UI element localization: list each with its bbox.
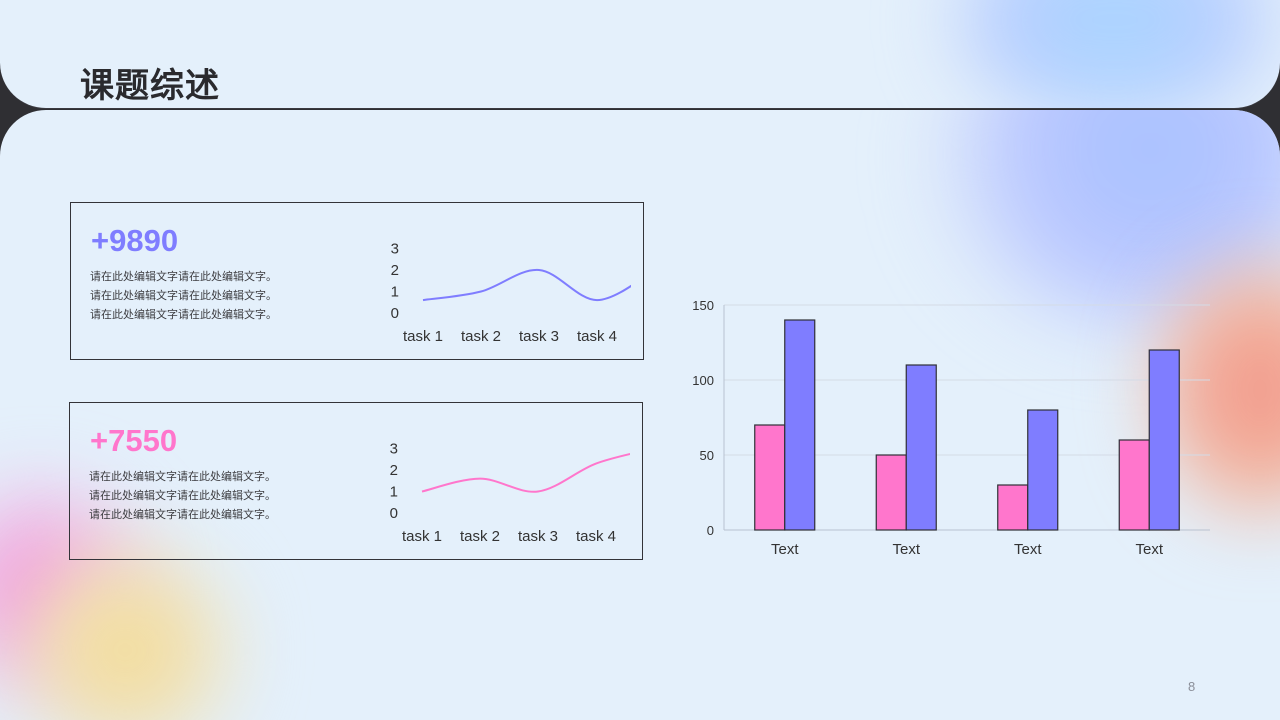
decorative-blob: [950, 0, 1280, 108]
y-tick-label: 0: [707, 523, 714, 538]
y-tick-label: 2: [391, 262, 399, 279]
description-line: 请在此处编辑文字请在此处编辑文字。: [90, 308, 277, 321]
x-tick-label: Text: [1135, 541, 1163, 558]
x-tick-label: task 1: [402, 528, 442, 545]
x-tick-label: task 4: [576, 528, 616, 545]
x-tick-label: task 3: [519, 328, 559, 345]
page-title: 课题综述: [80, 66, 220, 106]
x-tick-label: task 4: [577, 328, 617, 345]
x-tick-label: Text: [892, 541, 920, 558]
y-tick-label: 1: [391, 284, 399, 301]
content-panel: +9890 请在此处编辑文字请在此处编辑文字。 请在此处编辑文字请在此处编辑文字…: [0, 110, 1280, 720]
y-tick-label: 2: [390, 462, 398, 479]
y-tick-label: 0: [391, 305, 399, 322]
y-tick-label: 1: [390, 484, 398, 501]
description-line: 请在此处编辑文字请在此处编辑文字。: [89, 470, 276, 483]
x-tick-label: task 2: [460, 528, 500, 545]
x-tick-label: task 1: [403, 328, 443, 345]
description-line: 请在此处编辑文字请在此处编辑文字。: [90, 289, 277, 302]
bar: [997, 484, 1029, 531]
y-tick-label: 100: [692, 373, 714, 388]
bar: [784, 319, 816, 531]
y-tick-label: 0: [390, 505, 398, 522]
bar: [1027, 409, 1059, 531]
bar: [905, 364, 937, 531]
series-line: [421, 452, 630, 493]
x-tick-label: task 3: [518, 528, 558, 545]
stat-card-2: +7550 请在此处编辑文字请在此处编辑文字。 请在此处编辑文字请在此处编辑文字…: [69, 402, 643, 560]
description-line: 请在此处编辑文字请在此处编辑文字。: [89, 508, 276, 521]
x-tick-label: Text: [771, 541, 799, 558]
stat-description: 请在此处编辑文字请在此处编辑文字。 请在此处编辑文字请在此处编辑文字。 请在此处…: [89, 467, 299, 524]
series-line: [422, 268, 631, 302]
bar: [875, 454, 907, 531]
stat-description: 请在此处编辑文字请在此处编辑文字。 请在此处编辑文字请在此处编辑文字。 请在此处…: [90, 267, 300, 324]
y-tick-label: 50: [700, 448, 714, 463]
bar: [1118, 439, 1150, 531]
stat-value: +9890: [91, 223, 179, 258]
x-tick-label: task 2: [461, 328, 501, 345]
y-tick-label: 3: [391, 241, 399, 258]
page-number: 8: [1188, 679, 1196, 694]
y-tick-label: 3: [390, 441, 398, 458]
y-tick-label: 150: [692, 298, 714, 313]
description-line: 请在此处编辑文字请在此处编辑文字。: [89, 489, 276, 502]
stat-value: +7550: [90, 423, 178, 458]
decorative-blob: [20, 550, 230, 720]
bar: [754, 424, 786, 531]
stat-card-1: +9890 请在此处编辑文字请在此处编辑文字。 请在此处编辑文字请在此处编辑文字…: [70, 202, 644, 360]
bar-chart: 0 50 100 150 Text Text Text Text: [692, 298, 1210, 558]
x-tick-label: Text: [1014, 541, 1042, 558]
header-panel: 课题综述: [0, 0, 1280, 109]
bar: [1148, 349, 1180, 531]
description-line: 请在此处编辑文字请在此处编辑文字。: [90, 270, 277, 283]
